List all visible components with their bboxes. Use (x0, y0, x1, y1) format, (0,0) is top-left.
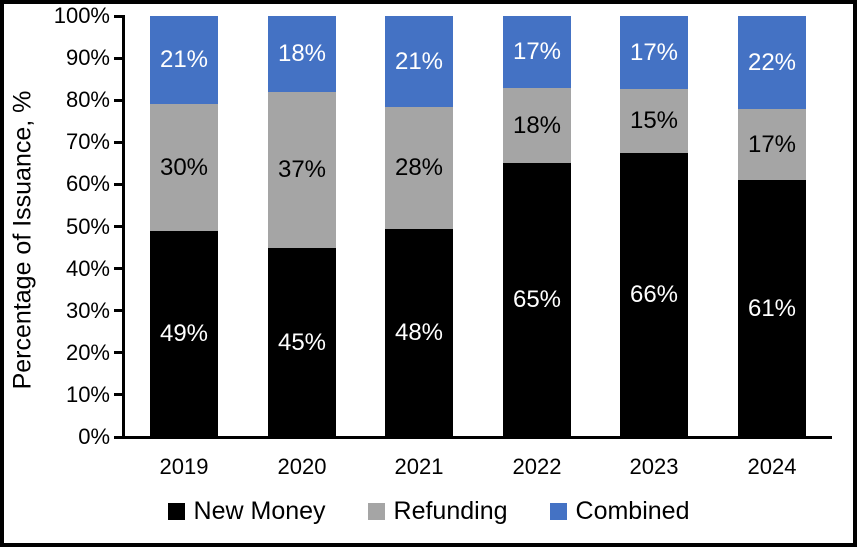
legend-swatch-refunding (367, 502, 385, 520)
bar-2021-new-money-label: 48% (394, 319, 444, 346)
bar-2021-refunding-segment: 28% (385, 107, 453, 229)
bar-2019-refunding-segment: 30% (150, 104, 218, 231)
y-tick-label-30-: 30% (65, 297, 110, 323)
bar-2020-refunding-label: 37% (277, 156, 327, 183)
y-tick-mark-50- (114, 225, 122, 228)
bar-2019-new-money-label: 49% (159, 320, 209, 347)
bar-2022-refunding-label: 18% (512, 111, 562, 139)
y-tick-mark-10- (114, 393, 122, 396)
bar-2024-refunding-label: 17% (747, 130, 797, 158)
bar-2020-refunding-segment: 37% (268, 92, 336, 248)
bar-2021-combined-segment: 21% (385, 16, 453, 107)
y-tick-label-60-: 60% (65, 171, 110, 197)
y-tick-label-50-: 50% (65, 213, 110, 239)
x-label-2023: 2023 (629, 454, 679, 479)
legend: New Money Refunding Combined (0, 494, 857, 528)
y-tick-mark-70- (114, 141, 122, 144)
y-tick-mark-30- (114, 309, 122, 312)
legend-label-combined: Combined (575, 496, 690, 525)
legend-item-refunding: Refunding (367, 496, 508, 525)
y-tick-mark-40- (114, 267, 122, 270)
x-label-2022: 2022 (512, 454, 562, 479)
bar-2020-combined-label: 18% (277, 40, 327, 67)
bar-2022-refunding-segment: 18% (503, 88, 571, 163)
bar-2022-new-money-label: 65% (512, 286, 562, 313)
bar-2024-refunding-segment: 17% (738, 109, 806, 180)
y-tick-mark-100- (114, 15, 122, 18)
bar-2023-refunding-segment: 15% (620, 89, 688, 153)
y-tick-label-40-: 40% (65, 255, 110, 281)
y-tick-label-0-: 0% (78, 424, 110, 449)
bar-2023-combined-label: 17% (629, 38, 679, 66)
bar-2024-combined-label: 22% (747, 48, 797, 76)
bar-2019-combined-label: 21% (159, 46, 209, 73)
bar-2023-combined-segment: 17% (620, 16, 688, 89)
bar-2022-combined-segment: 17% (503, 16, 571, 88)
x-label-2021: 2021 (394, 454, 444, 479)
y-tick-label-10-: 10% (65, 381, 110, 407)
bar-2024-new-money-segment: 61% (738, 180, 806, 437)
x-label-2024: 2024 (747, 454, 797, 479)
y-tick-label-20-: 20% (65, 339, 110, 365)
bar-2020-combined-segment: 18% (268, 16, 336, 92)
x-axis-line (114, 436, 832, 439)
y-tick-label-80-: 80% (65, 87, 110, 113)
legend-label-refunding: Refunding (393, 496, 508, 525)
bar-2024-combined-segment: 22% (738, 16, 806, 109)
y-tick-label-100-: 100% (53, 3, 110, 28)
bar-2021-combined-label: 21% (394, 47, 444, 75)
bar-2022-new-money-segment: 65% (503, 163, 571, 437)
legend-swatch-new-money (167, 502, 185, 520)
bar-2021-refunding-label: 28% (394, 154, 444, 181)
y-tick-label-70-: 70% (65, 129, 110, 155)
bar-2020-new-money-label: 45% (277, 328, 327, 356)
bar-2021-new-money-segment: 48% (385, 229, 453, 437)
bar-2019-refunding-label: 30% (159, 153, 209, 181)
bar-2019-combined-segment: 21% (150, 16, 218, 104)
bar-2023-new-money-label: 66% (629, 281, 679, 308)
y-tick-mark-80- (114, 99, 122, 102)
y-tick-label-90-: 90% (65, 45, 110, 71)
bar-2022-combined-label: 17% (512, 38, 562, 65)
bar-2020-new-money-segment: 45% (268, 248, 336, 437)
legend-item-combined: Combined (549, 496, 690, 525)
y-tick-mark-20- (114, 351, 122, 354)
y-axis-line (122, 15, 125, 439)
y-tick-mark-90- (114, 57, 122, 60)
legend-item-new-money: New Money (167, 496, 326, 525)
bar-2019-new-money-segment: 49% (150, 231, 218, 437)
legend-swatch-combined (549, 502, 567, 520)
bar-2023-new-money-segment: 66% (620, 153, 688, 437)
y-tick-mark-60- (114, 183, 122, 186)
x-label-2019: 2019 (159, 454, 209, 479)
legend-label-new-money: New Money (193, 496, 326, 525)
bar-2024-new-money-label: 61% (747, 294, 797, 322)
x-label-2020: 2020 (277, 454, 327, 479)
bar-2023-refunding-label: 15% (629, 107, 679, 134)
